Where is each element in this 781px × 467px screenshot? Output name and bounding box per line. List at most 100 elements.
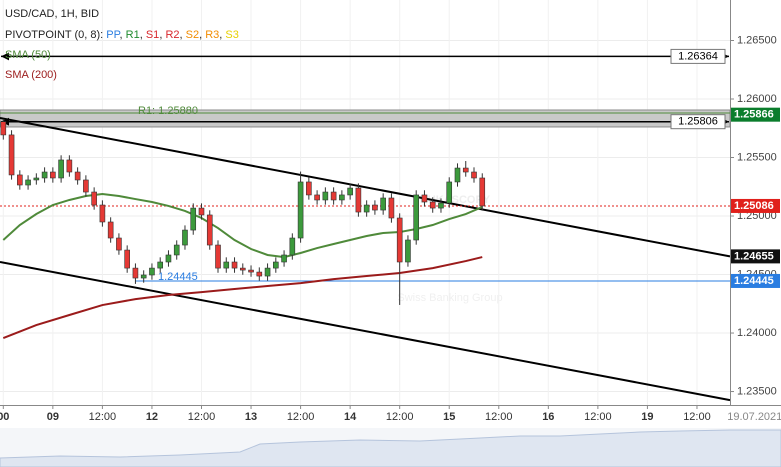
candle-body [190, 207, 197, 231]
candle-body [99, 204, 106, 223]
watermark-subtitle: Swiss Banking Group [397, 292, 502, 304]
candle-body [17, 174, 23, 186]
candle-body [239, 267, 246, 271]
pivot-prefix: PIVOTPOINT (0, 8): [5, 29, 106, 41]
candle-body [421, 194, 428, 203]
candle-body [198, 207, 205, 216]
price-tag: 1.25086 [734, 200, 774, 212]
pivot-name: S2 [186, 29, 199, 41]
candle-body [347, 187, 353, 196]
level-tag-box [670, 48, 726, 64]
candle-body [405, 239, 411, 263]
candle-body [74, 171, 81, 181]
candle-body [396, 217, 403, 263]
x-tick-label: 12 [146, 411, 158, 423]
candle-body [462, 167, 469, 173]
candle-body [58, 159, 64, 179]
y-tick-label: 1.25500 [737, 151, 777, 163]
pivot-label: R1: 1.25880 [138, 105, 198, 117]
candle-body [182, 229, 188, 246]
candle-body [322, 191, 329, 201]
x-tick-label: 09 [47, 411, 59, 423]
candle-body [124, 249, 130, 269]
candle-body [66, 159, 73, 173]
axes: 1.235001.240001.245001.250001.255001.260… [0, 34, 781, 423]
candle-body [132, 267, 139, 279]
candle-body [0, 121, 7, 136]
x-tick-label: 16 [542, 411, 554, 423]
price-tag-box [731, 198, 780, 213]
pivot-name: R1 [126, 29, 140, 41]
legend-entry: SMA (50) [5, 49, 51, 61]
x-tick-label: 00 [0, 411, 9, 423]
price-tag-box [731, 273, 780, 288]
candle-body [479, 177, 486, 207]
legend: USD/CAD, 1H, BID PIVOTPOINT (0, 8): PP, R… [5, 8, 239, 81]
x-tick-label: 12:00 [287, 411, 315, 423]
candle-body [339, 194, 345, 201]
separator: , [159, 29, 165, 41]
watermark: DUKASCOPY Swiss Banking Group [397, 194, 502, 304]
level-tag-box [670, 114, 726, 130]
y-tick-label: 1.23500 [737, 385, 777, 397]
support-label: 1.24445 [158, 271, 198, 283]
candle-body [107, 221, 114, 239]
candle-body [116, 237, 122, 251]
price-tag-box [731, 107, 780, 122]
x-tick-label: 19.07.2021 [727, 411, 781, 423]
candle-body [91, 191, 97, 206]
pivot-name: R2 [165, 29, 179, 41]
candle-body [215, 244, 221, 269]
price-tag-box [731, 249, 780, 264]
candle-body [380, 197, 386, 211]
candle-body [413, 194, 419, 241]
candle-body [206, 214, 213, 246]
candle-body [273, 261, 279, 269]
candle-body [429, 201, 436, 209]
x-tick-label: 12:00 [584, 411, 612, 423]
pivot-name: R3 [205, 29, 219, 41]
candle-body [281, 254, 287, 263]
candle-body [248, 269, 254, 273]
legend-entry: SMA (200) [5, 69, 57, 81]
chart-title: USD/CAD, 1H, BID [5, 8, 99, 20]
candle-body [314, 194, 320, 201]
candle-body [264, 267, 271, 277]
x-tick-label: 14 [344, 411, 357, 423]
candle-body [372, 204, 378, 211]
candle-body [256, 271, 263, 277]
trend-line [0, 261, 731, 402]
pivot-legend: PIVOTPOINT (0, 8): PP, R1, S1, R2, S2, R… [5, 29, 239, 41]
candle-body [83, 179, 89, 193]
candle-body [306, 181, 312, 196]
navigator [0, 428, 781, 467]
navigator-area [0, 429, 781, 467]
y-tick-label: 1.26000 [737, 93, 777, 105]
sma-line [2, 256, 483, 340]
x-tick-label: 12:00 [386, 411, 414, 423]
y-tick-label: 1.24000 [737, 327, 777, 339]
price-tag: 1.25866 [734, 109, 774, 121]
x-tick-label: 19 [641, 411, 653, 423]
plot-area: R1: 1.25880 1.24445 1.26364 1.25806 [0, 48, 731, 402]
x-tick-label: 13 [245, 411, 257, 423]
candle-body [388, 197, 395, 219]
level-tag: 1.25806 [678, 116, 718, 128]
x-tick-label: 12:00 [188, 411, 216, 423]
pivot-name: PP [106, 29, 120, 41]
x-tick-label: 12:00 [485, 411, 513, 423]
candle-body [355, 187, 362, 213]
pivot-name: S1 [146, 29, 159, 41]
candle-body [231, 261, 238, 269]
candle-body [165, 254, 172, 263]
candle-body [8, 134, 15, 176]
candle-body [289, 237, 296, 256]
x-tick-label: 12:00 [683, 411, 711, 423]
candle-body [454, 167, 461, 183]
candle-body [446, 181, 453, 204]
candle-body [438, 202, 444, 209]
candle-body [363, 204, 370, 213]
x-tick-label: 12:00 [89, 411, 117, 423]
